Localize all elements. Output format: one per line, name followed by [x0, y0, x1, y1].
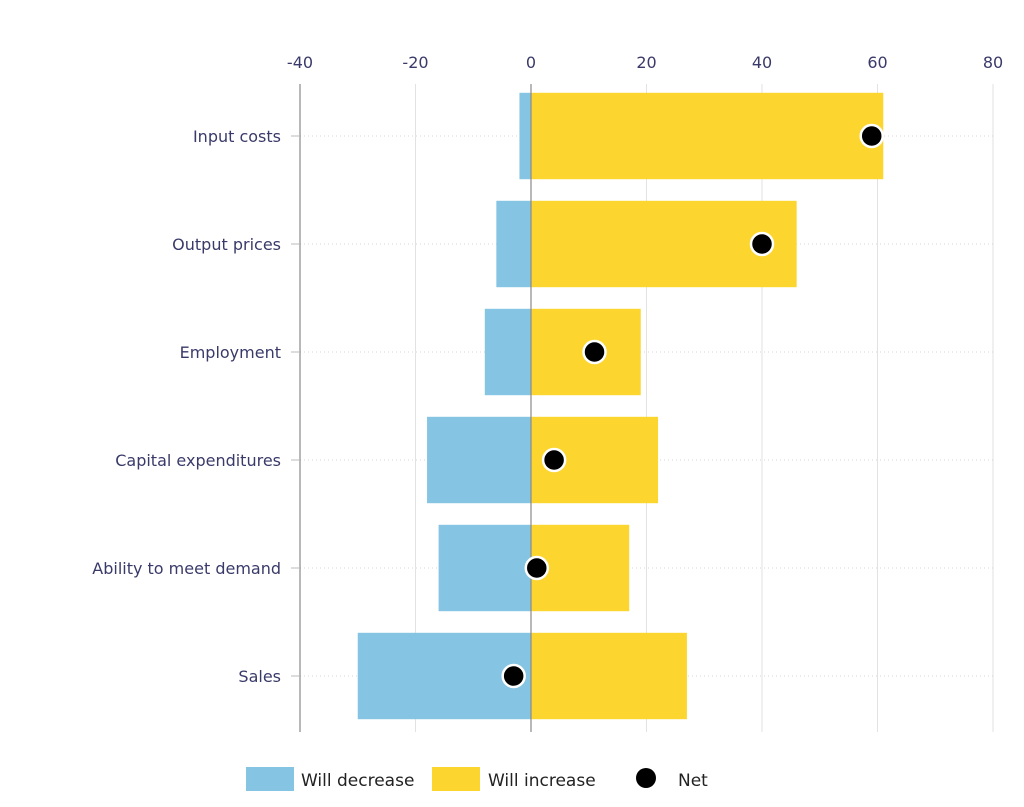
legend-item-will-increase: Will increase [432, 767, 596, 791]
point-net-input-costs [859, 123, 884, 149]
point-net-output-prices [749, 231, 775, 257]
category-label-output-prices: Output prices [172, 235, 281, 254]
category-labels: Input costs Output prices Employment Capita… [92, 127, 281, 686]
legend-item-will-decrease: Will decrease [246, 767, 414, 791]
x-tick-label-80: 80 [983, 53, 1003, 72]
bar-will-decrease-ability-to-meet-demand [438, 524, 531, 612]
legend-swatch-will-decrease [246, 767, 294, 791]
bar-will-increase-input-costs [531, 92, 884, 180]
bar-will-decrease-output-prices [496, 200, 531, 288]
category-label-sales: Sales [238, 667, 281, 686]
bar-will-decrease-input-costs [519, 92, 531, 180]
x-tick-label-0: 0 [526, 53, 536, 72]
x-tick-label-20: 20 [636, 53, 656, 72]
bar-will-decrease-employment [484, 308, 531, 396]
bar-will-decrease-capital-expenditures [427, 416, 531, 504]
legend-swatch-will-increase [432, 767, 480, 791]
category-label-employment: Employment [180, 343, 281, 362]
x-tick-label-60: 60 [867, 53, 887, 72]
net-points [501, 123, 884, 689]
point-net-ability-to-meet-demand [524, 555, 550, 581]
x-tick-label-40: -40 [287, 53, 313, 72]
legend-label-will-increase: Will increase [488, 771, 596, 791]
category-label-capital-expenditures: Capital expenditures [115, 451, 281, 470]
x-tick-label-20: -20 [402, 53, 428, 72]
point-net-sales [501, 663, 526, 689]
category-label-input-costs: Input costs [193, 127, 281, 146]
legend-label-will-decrease: Will decrease [301, 771, 414, 791]
x-tick-labels: -40 -20 0 20 40 60 80 [287, 53, 1003, 72]
bar-will-increase-sales [531, 632, 687, 720]
category-label-ability-to-meet-demand: Ability to meet demand [92, 559, 281, 578]
legend: Will decrease Will increase Net [246, 767, 708, 791]
legend-item-net: Net [636, 768, 708, 791]
legend-swatch-net [636, 768, 656, 788]
axes [291, 84, 532, 732]
x-tick-label-40: 40 [752, 53, 772, 72]
point-net-employment [582, 339, 607, 365]
bars [357, 92, 884, 720]
legend-label-net: Net [678, 771, 708, 791]
point-net-capital-expenditures [541, 447, 567, 473]
